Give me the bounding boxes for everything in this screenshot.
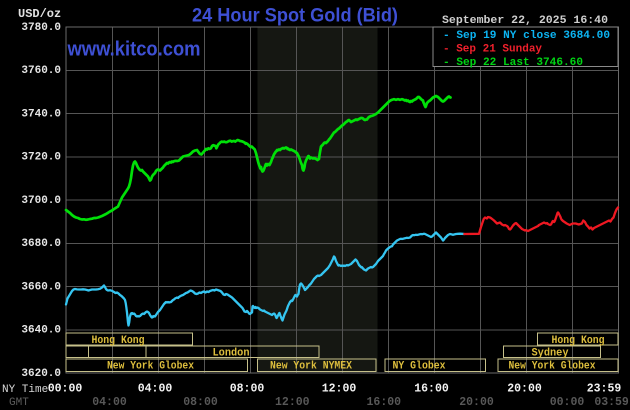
svg-text:20:00: 20:00 <box>459 396 494 409</box>
svg-text:3720.0: 3720.0 <box>21 152 61 164</box>
svg-text:New York Globex: New York Globex <box>509 360 596 372</box>
svg-text:24 Hour Spot Gold (Bid): 24 Hour Spot Gold (Bid) <box>192 6 398 27</box>
svg-text:New York NYMEX: New York NYMEX <box>270 360 352 372</box>
svg-text:London: London <box>213 348 250 360</box>
svg-text:September 22, 2025 16:40: September 22, 2025 16:40 <box>442 15 608 27</box>
svg-text:- Sep 22 Last 3746.60: - Sep 22 Last 3746.60 <box>443 57 583 69</box>
svg-text:00:00: 00:00 <box>550 396 585 409</box>
svg-text:Hong Kong: Hong Kong <box>552 335 605 347</box>
svg-text:3740.0: 3740.0 <box>21 108 61 120</box>
svg-text:04:00: 04:00 <box>138 383 173 396</box>
svg-text:00:00: 00:00 <box>48 383 83 396</box>
svg-text:www.kitco.com: www.kitco.com <box>67 39 201 61</box>
svg-text:NY Globex: NY Globex <box>393 360 446 372</box>
svg-text:12:00: 12:00 <box>322 383 357 396</box>
svg-text:16:00: 16:00 <box>367 396 402 409</box>
svg-text:USD/oz: USD/oz <box>18 7 61 21</box>
svg-text:04:00: 04:00 <box>92 396 127 409</box>
svg-text:03:59: 03:59 <box>594 396 629 409</box>
svg-text:- Sep 19 NY close 3684.00: - Sep 19 NY close 3684.00 <box>443 30 610 42</box>
svg-text:3680.0: 3680.0 <box>21 238 61 250</box>
svg-text:3620.0: 3620.0 <box>21 368 61 380</box>
svg-text:23:59: 23:59 <box>587 383 622 396</box>
svg-text:NY Time: NY Time <box>2 384 48 396</box>
svg-text:3780.0: 3780.0 <box>21 22 61 34</box>
svg-text:3760.0: 3760.0 <box>21 65 61 77</box>
svg-text:08:00: 08:00 <box>230 383 265 396</box>
svg-text:3660.0: 3660.0 <box>21 281 61 293</box>
svg-text:12:00: 12:00 <box>275 396 310 409</box>
svg-text:16:00: 16:00 <box>414 383 449 396</box>
svg-text:3700.0: 3700.0 <box>21 195 61 207</box>
svg-text:08:00: 08:00 <box>183 396 218 409</box>
svg-text:New York Globex: New York Globex <box>107 360 194 372</box>
svg-text:GMT: GMT <box>9 397 29 409</box>
svg-text:3640.0: 3640.0 <box>21 325 61 337</box>
svg-text:Sydney: Sydney <box>532 348 569 360</box>
svg-text:- Sep 21 Sunday: - Sep 21 Sunday <box>443 44 542 56</box>
svg-text:20:00: 20:00 <box>507 383 542 396</box>
svg-text:Hong Kong: Hong Kong <box>92 335 145 347</box>
